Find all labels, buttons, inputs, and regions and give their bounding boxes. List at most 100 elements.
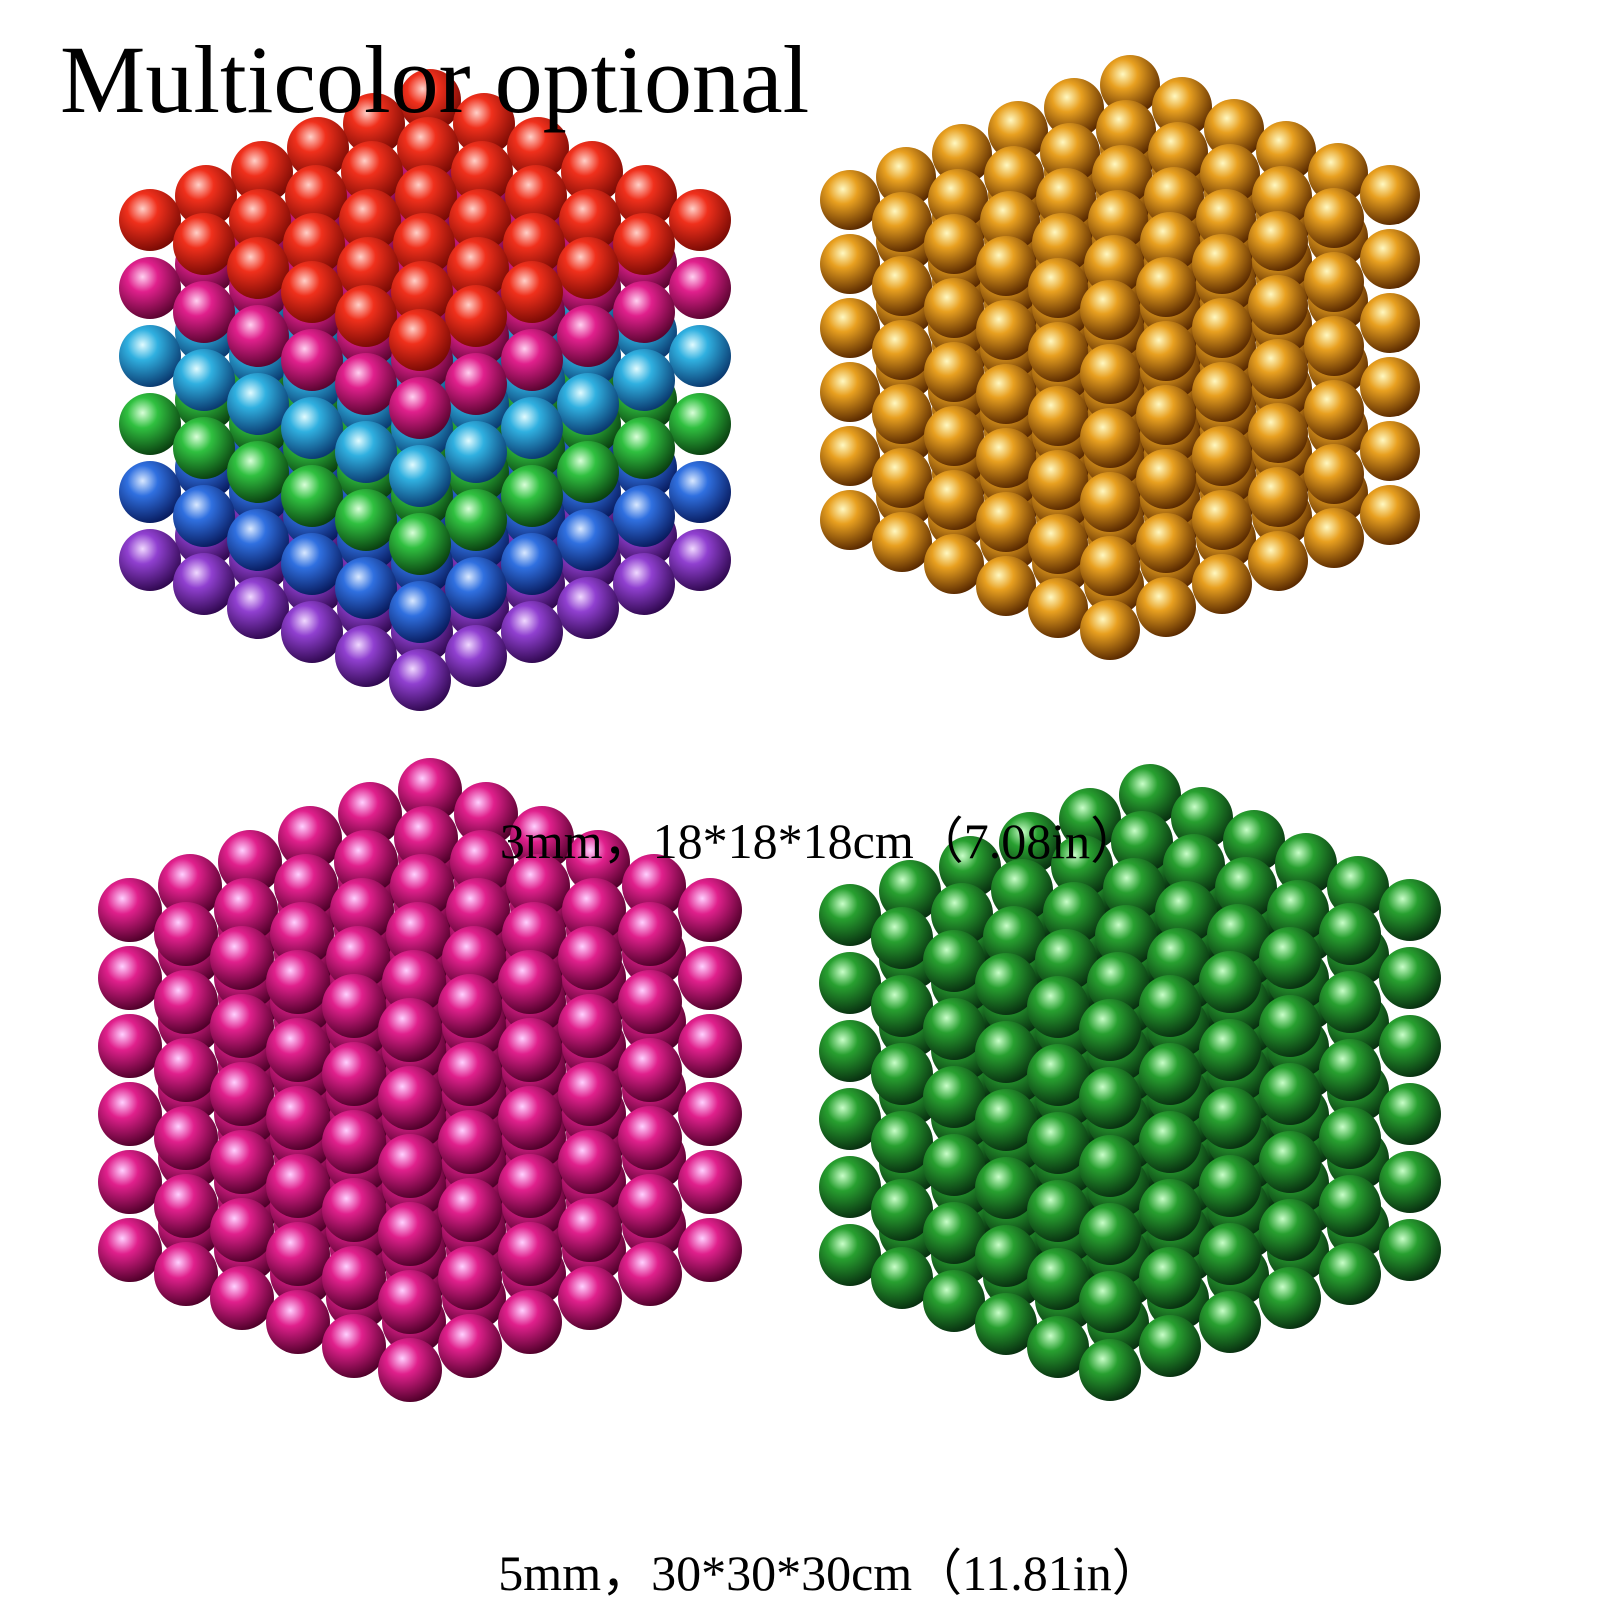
magnet-ball: [390, 854, 454, 918]
magnet-ball: [1027, 1044, 1089, 1106]
magnet-ball: [1192, 426, 1252, 486]
magnet-ball: [1252, 166, 1312, 226]
magnet-ball: [613, 281, 675, 343]
magnet-ball: [988, 101, 1048, 161]
magnet-ball: [438, 1178, 502, 1242]
magnet-ball: [154, 902, 218, 966]
magnet-ball: [819, 952, 881, 1014]
magnet-ball: [1379, 1083, 1441, 1145]
magnet-ball: [210, 1266, 274, 1330]
magnet-ball: [445, 557, 507, 619]
magnet-ball: [1259, 927, 1321, 989]
magnet-ball: [389, 309, 451, 371]
magnet-ball: [214, 878, 278, 942]
magnet-ball: [386, 902, 450, 966]
magnet-ball: [1028, 322, 1088, 382]
magnet-ball: [1139, 1043, 1201, 1105]
magnet-ball: [557, 305, 619, 367]
magnet-ball: [445, 285, 507, 347]
magnet-ball: [98, 878, 162, 942]
magnet-ball: [558, 1198, 622, 1262]
magnet-ball: [1080, 408, 1140, 468]
magnet-ball: [1136, 257, 1196, 317]
magnet-ball: [378, 1202, 442, 1266]
magnet-ball: [281, 465, 343, 527]
magnet-ball: [154, 1242, 218, 1306]
magnet-ball: [1360, 229, 1420, 289]
magnet-ball: [975, 1021, 1037, 1083]
magnet-ball: [378, 998, 442, 1062]
magnet-ball: [1136, 449, 1196, 509]
magnet-ball: [566, 830, 630, 894]
magnet-ball: [227, 373, 289, 435]
magnet-ball: [175, 165, 237, 227]
magnet-ball: [446, 878, 510, 942]
caption: 3mm，18*18*18cm（7.08in）: [500, 813, 1140, 869]
magnet-ball: [924, 470, 984, 530]
magnet-ball: [501, 533, 563, 595]
magnet-ball: [210, 994, 274, 1058]
magnet-ball: [1080, 536, 1140, 596]
magnet-ball: [871, 907, 933, 969]
magnet-ball: [1040, 123, 1100, 183]
magnet-ball: [1079, 1339, 1141, 1401]
magnet-ball: [154, 970, 218, 1034]
magnet-ball: [613, 349, 675, 411]
magnet-ball: [1192, 298, 1252, 358]
magnet-ball: [820, 490, 880, 550]
magnet-ball: [1259, 1131, 1321, 1193]
magnet-ball: [498, 1222, 562, 1286]
magnet-ball: [378, 1270, 442, 1334]
magnet-ball: [1147, 928, 1209, 990]
magnet-ball: [227, 237, 289, 299]
magnetic-ball-cube: [119, 69, 731, 711]
magnet-ball: [1059, 788, 1121, 850]
magnet-ball: [210, 1062, 274, 1126]
magnet-ball: [558, 1266, 622, 1330]
magnet-ball: [338, 782, 402, 846]
magnet-ball: [618, 970, 682, 1034]
magnet-ball: [389, 377, 451, 439]
magnet-ball: [1319, 1175, 1381, 1237]
magnet-ball: [819, 1020, 881, 1082]
magnet-ball: [1199, 951, 1261, 1013]
magnet-ball: [872, 192, 932, 252]
magnet-ball: [1080, 600, 1140, 660]
magnet-ball: [1327, 856, 1389, 918]
magnet-ball: [820, 426, 880, 486]
magnet-ball: [501, 261, 563, 323]
magnet-ball: [119, 189, 181, 251]
magnet-ball: [505, 165, 567, 227]
magnet-ball: [1204, 99, 1264, 159]
magnet-ball: [227, 305, 289, 367]
magnet-ball: [270, 902, 334, 966]
magnet-ball: [339, 189, 401, 251]
magnet-ball: [879, 860, 941, 922]
magnet-ball: [503, 213, 565, 275]
magnet-ball: [820, 362, 880, 422]
magnet-ball: [266, 1018, 330, 1082]
magnet-ball: [1139, 1179, 1201, 1241]
magnet-ball: [227, 441, 289, 503]
magnet-ball: [928, 169, 988, 229]
magnet-ball: [618, 1242, 682, 1306]
magnet-ball: [395, 165, 457, 227]
magnet-ball: [227, 577, 289, 639]
magnet-ball: [335, 489, 397, 551]
magnet-ball: [872, 448, 932, 508]
magnet-ball: [924, 342, 984, 402]
magnet-ball: [1248, 531, 1308, 591]
magnet-ball: [337, 237, 399, 299]
magnet-ball: [1032, 213, 1092, 273]
magnet-ball: [322, 1042, 386, 1106]
magnet-ball: [820, 298, 880, 358]
magnet-ball: [335, 285, 397, 347]
magnet-ball: [1028, 578, 1088, 638]
magnet-ball: [975, 1157, 1037, 1219]
magnet-ball: [1259, 1199, 1321, 1261]
magnet-ball: [1080, 472, 1140, 532]
magnet-ball: [1103, 858, 1165, 920]
magnet-ball: [1027, 976, 1089, 1038]
magnet-ball: [931, 883, 993, 945]
magnet-ball: [613, 213, 675, 275]
